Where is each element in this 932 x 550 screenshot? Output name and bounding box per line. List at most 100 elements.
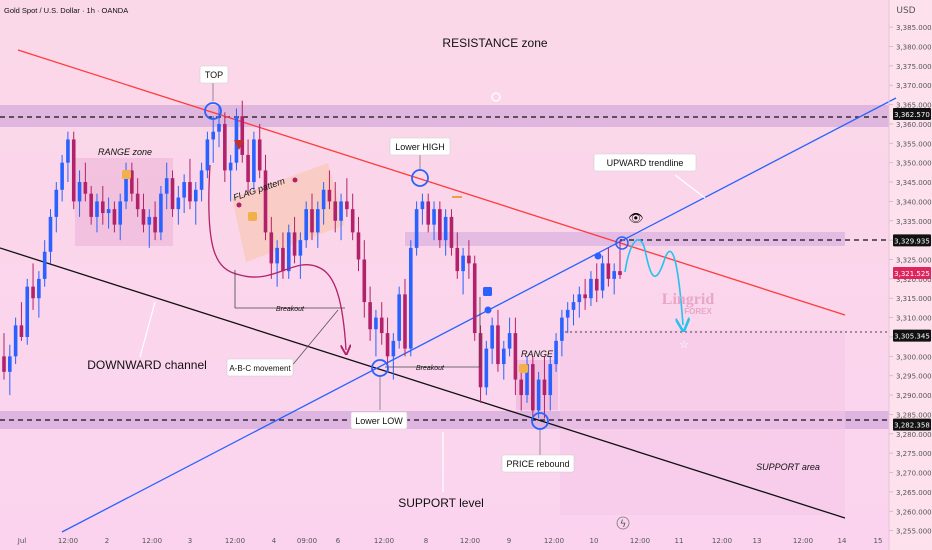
candle-body [438,209,442,241]
candle-body [205,139,210,171]
candle [525,356,529,403]
x-tick-label: 12:00 [58,537,78,545]
candle [141,193,146,233]
price-axis[interactable]: 3,255.000 3,260.000 3,265.000 3,270.000 3,27… [889,24,932,536]
symbol-title[interactable]: Gold Spot / U.S. Dollar · 1h · OANDA [4,6,128,15]
candle [263,154,268,241]
range-zone-label: RANGE zone [98,147,152,157]
candle [513,317,518,396]
candle [48,209,53,264]
lightning-icon[interactable]: ϟ [620,519,627,530]
support-level-label: SUPPORT level [398,496,484,510]
lower-low-marker-circle [371,359,389,377]
candle [385,317,390,372]
candle-body [513,333,518,380]
candle [95,193,99,233]
candle [583,278,587,310]
time-axis[interactable]: Jul 12:00 2 12:00 3 12:00 4 09:00 6 12:00 8 12:00 9 1… [17,537,883,545]
candle [37,271,41,318]
lower-high-marker-circle [411,169,429,187]
candle [374,309,378,357]
candle-body [589,278,593,299]
y-tick-label: 3,360.000 [896,121,932,129]
candle-body [496,325,500,365]
candle-body [362,259,367,303]
trendline-touch-2 [594,252,602,260]
candle-body [490,325,494,349]
candle-body [223,123,227,171]
candle [455,232,460,279]
candle [25,278,30,345]
candle-body [135,193,140,210]
candle-body [199,170,204,190]
candle [600,255,605,299]
candle-body [71,139,76,202]
candle-body [252,139,256,183]
candle [571,294,576,326]
y-tick-label: 3,335.000 [896,218,932,226]
upward-trendline [61,97,897,533]
candle [257,123,262,179]
candle-body [193,189,198,202]
candle [501,340,506,380]
candle [542,356,547,419]
candle-body [246,154,250,183]
candle [71,131,76,210]
candle [449,209,454,256]
x-tick-label: 13 [753,537,762,545]
candle-body [403,294,407,349]
candle [182,174,186,214]
candle [496,309,500,372]
candle [112,201,117,233]
candle-body [164,178,169,194]
candle-body [298,240,303,256]
x-tick-label: 09:00 [297,537,317,545]
candle [228,154,233,202]
resistance-zone-label: RESISTANCE zone [442,36,547,50]
candle [321,182,326,225]
y-tick-label: 3,255.000 [896,528,932,536]
candle-body [37,278,41,299]
candle-body [408,247,413,349]
x-tick-label: 12:00 [630,537,650,545]
y-tick-label: 3,385.000 [896,24,932,32]
candle-body [618,271,622,275]
x-tick-label: Jul [17,537,27,545]
candle-body [531,364,535,411]
candle-body [565,309,570,318]
candle-body [25,286,30,337]
candle [211,116,216,163]
candle-body [548,364,553,396]
x-tick-label: 8 [424,537,428,545]
candle-body [321,189,326,210]
x-tick-label: 12:00 [793,537,813,545]
candle [193,182,198,225]
info-flag-icon[interactable] [483,287,492,296]
candle [310,193,314,241]
upward-trendline-label-box [593,153,697,172]
resistance-trendline [17,49,846,316]
candle-body [379,317,384,334]
y-tick-label: 3,275.000 [896,450,932,458]
candle-body [467,255,471,264]
candle-body [385,333,390,357]
lower-low-label: Lower LOW [355,416,403,426]
emoji-icon-2 [248,212,257,221]
candle-body [461,255,465,272]
candle [31,263,35,310]
candle [100,185,105,225]
candle [484,340,489,396]
y-tick-label: 3,370.000 [896,82,932,90]
candle [223,112,227,183]
candle-body [612,271,616,279]
candle-body [583,294,587,299]
candle-body [66,139,70,163]
x-tick-label: 2 [105,537,109,545]
candle [548,356,553,411]
range-label: RANGE [521,349,554,359]
candle [130,162,134,202]
candle [164,162,169,210]
price-rebound-label: PRICE rebound [506,459,569,469]
